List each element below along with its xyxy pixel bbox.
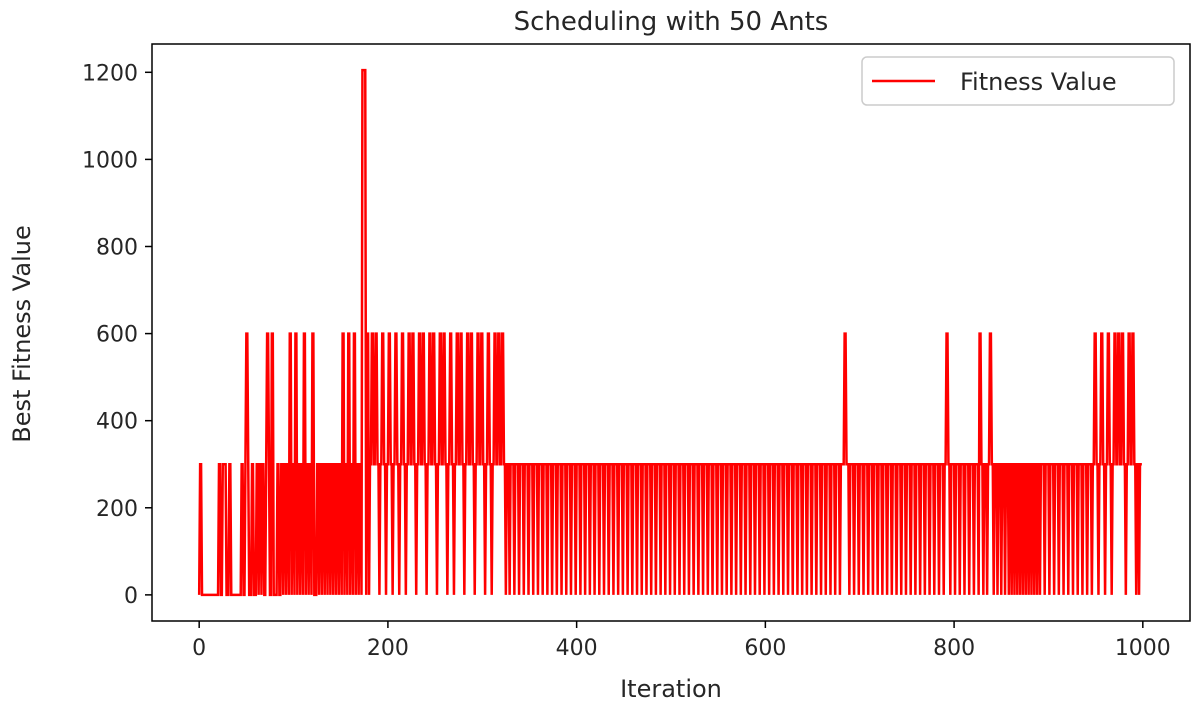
y-tick-label: 0 [124,584,138,609]
legend-box [861,56,1175,106]
y-axis-label: Best Fitness Value [8,225,36,442]
y-tick-label: 1200 [82,61,138,86]
plot-area: 0 200 400 600 800 1000 0 200 400 600 800 1000 1200 [82,43,1191,661]
legend: Fitness Value [861,56,1175,106]
y-tick-label: 600 [96,323,138,348]
y-tick-label: 400 [96,410,138,435]
chart-title: Scheduling with 50 Ants [514,7,829,37]
legend-label: Fitness Value [960,68,1117,96]
x-tick-label: 600 [744,636,786,661]
y-tick-label: 1000 [82,148,138,173]
x-tick-label: 200 [367,636,409,661]
x-tick-label: 800 [933,636,975,661]
x-tick-label: 400 [556,636,598,661]
series-line-0 [197,68,1142,597]
y-tick-label: 800 [96,235,138,260]
axes-frame [151,43,1191,622]
x-axis-label: Iteration [620,675,722,703]
x-tick-label: 0 [192,636,206,661]
x-tick-label: 1000 [1115,636,1171,661]
y-tick-label: 200 [96,497,138,522]
